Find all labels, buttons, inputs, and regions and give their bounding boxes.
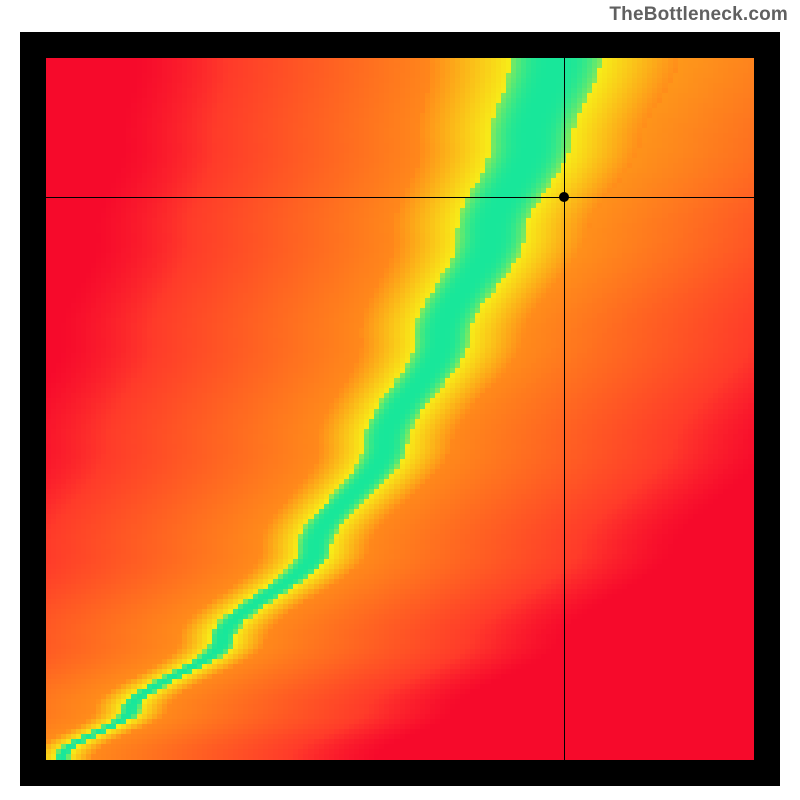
chart-container: TheBottleneck.com bbox=[0, 0, 800, 800]
bottleneck-heatmap bbox=[46, 58, 754, 760]
crosshair-horizontal bbox=[46, 197, 754, 198]
watermark-text: TheBottleneck.com bbox=[609, 4, 788, 26]
crosshair-vertical bbox=[564, 58, 565, 760]
